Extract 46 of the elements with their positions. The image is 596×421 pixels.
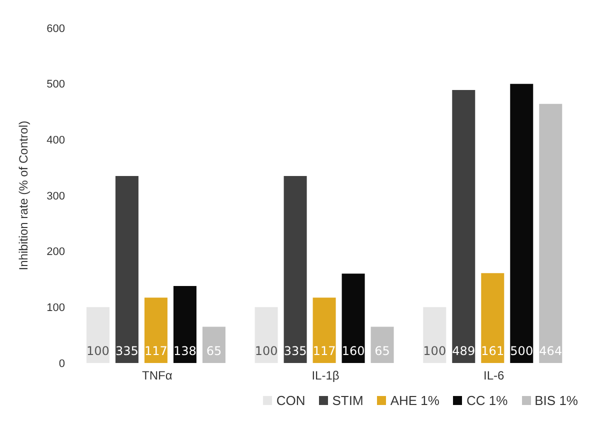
y-tick-label: 400 xyxy=(46,134,65,147)
bar xyxy=(173,286,196,363)
y-tick-label: 200 xyxy=(46,246,65,258)
data-label: 160 xyxy=(342,344,365,358)
legend-label: CC 1% xyxy=(466,393,508,408)
y-tick-label: 500 xyxy=(46,78,65,91)
data-label: 65 xyxy=(374,344,390,358)
bar xyxy=(86,307,110,363)
bar xyxy=(144,298,168,363)
bar xyxy=(284,176,307,363)
bar xyxy=(510,84,534,363)
data-label: 100 xyxy=(86,344,110,358)
bar xyxy=(115,176,138,363)
bar xyxy=(342,274,365,363)
data-label: 65 xyxy=(206,344,222,358)
data-label: 100 xyxy=(254,344,278,358)
bar xyxy=(254,307,278,363)
legend-label: CON xyxy=(276,393,306,408)
y-axis-title: Inhibition rate (% of Control) xyxy=(16,120,30,270)
data-label: 117 xyxy=(144,344,168,358)
data-label: 117 xyxy=(312,344,336,358)
legend-label: AHE 1% xyxy=(390,393,440,408)
bar xyxy=(202,326,226,363)
bar xyxy=(370,326,394,363)
x-tick-label: IL-6 xyxy=(483,368,504,383)
y-tick-label: 100 xyxy=(46,302,65,314)
x-tick-label: TNFα xyxy=(142,368,172,383)
bar xyxy=(481,273,504,363)
x-tick-label: IL-1β xyxy=(312,368,340,383)
data-label: 335 xyxy=(284,344,307,358)
data-label: 100 xyxy=(423,344,446,358)
data-label: 500 xyxy=(510,344,534,358)
bar xyxy=(312,298,336,363)
legend-label: STIM xyxy=(332,393,364,408)
data-label: 464 xyxy=(539,344,562,358)
data-label: 489 xyxy=(452,344,476,358)
bar xyxy=(539,104,562,363)
bar xyxy=(452,90,476,363)
y-tick-label: 600 xyxy=(46,22,65,35)
y-tick-label: 0 xyxy=(58,358,65,370)
bar xyxy=(423,307,446,363)
data-label: 138 xyxy=(174,344,196,358)
data-label: 161 xyxy=(481,344,504,358)
legend-label: BIS 1% xyxy=(534,393,578,408)
data-label: 335 xyxy=(116,344,138,358)
y-tick-label: 300 xyxy=(46,190,65,202)
